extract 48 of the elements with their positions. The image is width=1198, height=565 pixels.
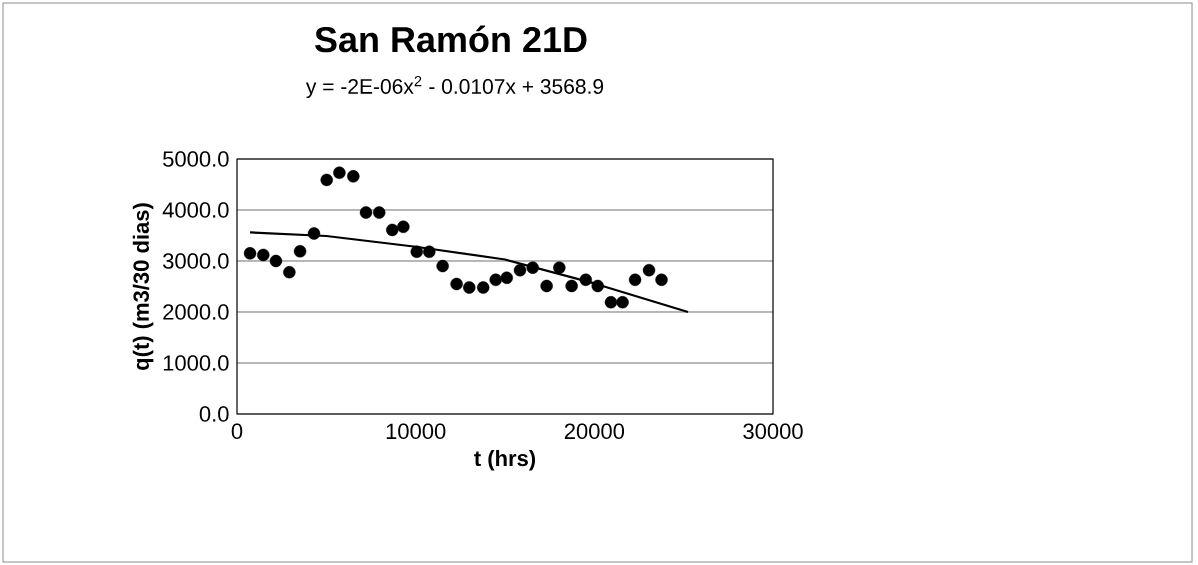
point — [257, 248, 270, 262]
point — [269, 254, 283, 268]
x-tick-label: 10000 — [386, 423, 446, 440]
point — [477, 281, 490, 294]
point — [347, 170, 360, 183]
x-tick-label: 20000 — [564, 423, 625, 440]
point — [591, 279, 604, 293]
y-tick-label: 4000.0 — [162, 202, 229, 218]
y-tick-label: 5000.0 — [163, 151, 229, 167]
point — [500, 271, 513, 285]
point — [616, 296, 629, 309]
point — [320, 173, 333, 187]
y-tick-label: 3000.0 — [163, 253, 229, 269]
point — [410, 245, 423, 259]
point — [565, 279, 578, 293]
point — [642, 263, 656, 277]
x-tick-label: 30000 — [743, 423, 803, 440]
point — [333, 166, 346, 179]
point — [307, 227, 321, 240]
line-series — [248, 231, 690, 314]
point — [579, 273, 592, 287]
point — [463, 281, 476, 294]
point — [553, 261, 566, 274]
x-axis-title: t (hrs) — [474, 449, 536, 471]
point — [293, 245, 307, 258]
point — [628, 273, 642, 287]
point — [513, 263, 527, 277]
point — [655, 273, 668, 287]
point — [540, 279, 553, 293]
point — [243, 247, 257, 260]
y-tick-label: 0.0 — [199, 406, 229, 422]
x-tick-label: 0 — [231, 423, 243, 440]
chart-title: San Ramón 21D — [315, 25, 587, 53]
point — [450, 277, 463, 291]
point — [526, 261, 539, 274]
point — [386, 223, 399, 237]
point — [359, 206, 373, 219]
point — [373, 206, 386, 219]
point — [423, 245, 436, 259]
y-axis-title: q(t) (m3/30 dias) — [132, 203, 154, 370]
point — [397, 220, 410, 234]
chart-subtitle: y = -2E-06x$^{2}$ - 0.0107x + 3568.9 — [305, 75, 604, 99]
point — [283, 266, 296, 279]
y-tick-label: 2000.0 — [163, 304, 229, 320]
point — [604, 296, 618, 309]
point — [436, 259, 449, 273]
y-tick-label: 1000.0 — [163, 355, 229, 371]
point — [489, 273, 502, 287]
